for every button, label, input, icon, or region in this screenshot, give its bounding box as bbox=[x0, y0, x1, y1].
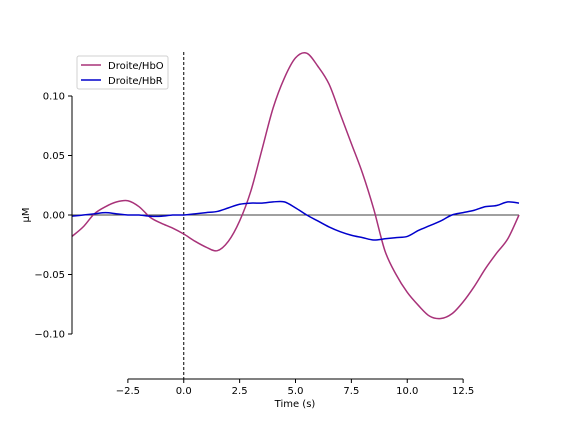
x-axis: −2.5 0.0 2.5 5.0 7.5 10.0 12.5 bbox=[116, 378, 474, 397]
x-tick-label: 2.5 bbox=[232, 386, 248, 397]
y-tick-label: 0.10 bbox=[43, 92, 65, 103]
plot-area bbox=[71, 51, 520, 379]
legend-label-hbo: Droite/HbO bbox=[108, 61, 164, 72]
series-line-hbo bbox=[71, 51, 520, 320]
x-axis-label: Time (s) bbox=[274, 399, 316, 410]
y-tick-label: 0.00 bbox=[43, 211, 65, 222]
x-tick-label: 7.5 bbox=[343, 386, 359, 397]
y-axis: 0.10 0.05 0.00 −0.05 −0.10 bbox=[34, 92, 73, 341]
y-tick-label: −0.05 bbox=[34, 270, 65, 281]
x-tick-label: 5.0 bbox=[288, 386, 304, 397]
x-tick-label: −2.5 bbox=[116, 386, 140, 397]
x-tick-label: 12.5 bbox=[452, 386, 474, 397]
x-tick-label: 0.0 bbox=[176, 386, 192, 397]
legend: Droite/HbO Droite/HbR bbox=[76, 55, 169, 90]
y-tick-label: 0.05 bbox=[43, 151, 65, 162]
legend-label-hbr: Droite/HbR bbox=[108, 76, 163, 87]
y-tick-label: −0.10 bbox=[34, 330, 65, 341]
y-axis-label: µM bbox=[21, 208, 32, 223]
x-tick-label: 10.0 bbox=[396, 386, 418, 397]
series-line-hbr bbox=[71, 200, 520, 241]
